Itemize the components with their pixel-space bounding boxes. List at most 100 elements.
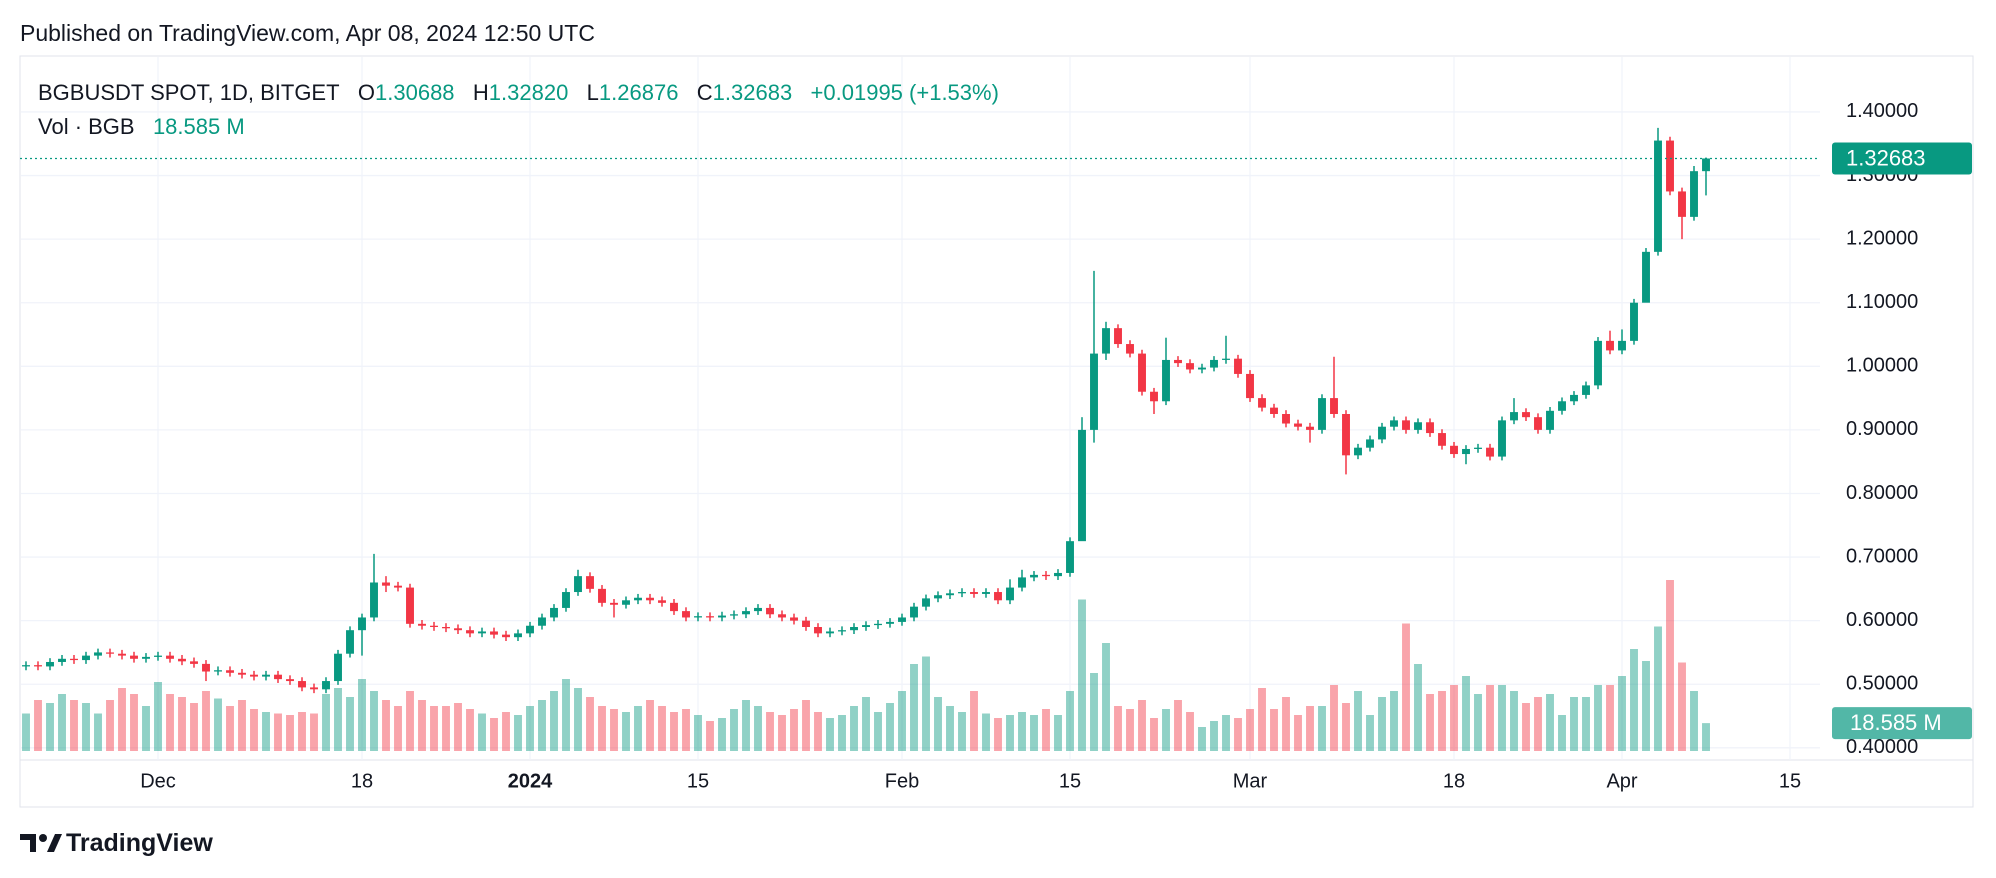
volume-bar [430, 706, 438, 751]
candle-body [1486, 447, 1494, 457]
candle-body [262, 674, 270, 677]
candle-body [1258, 398, 1266, 408]
candle-body [322, 681, 330, 690]
candle-body [970, 592, 978, 594]
tradingview-logo [20, 834, 62, 852]
candle-body [1366, 439, 1374, 448]
volume-bar [910, 664, 918, 751]
volume-bar [742, 700, 750, 751]
candle-body [790, 617, 798, 621]
volume-bar [1318, 706, 1326, 751]
volume-bar [1234, 718, 1242, 751]
volume-bar [322, 694, 330, 751]
x-tick-label: 18 [1443, 770, 1465, 792]
candle-body [778, 614, 786, 618]
candle-body [1114, 328, 1122, 345]
volume-bar [1306, 706, 1314, 751]
footer-brand: TradingView [66, 829, 213, 857]
candle-body [1330, 398, 1338, 414]
candle-body [862, 625, 870, 628]
volume-bar [1654, 626, 1662, 751]
candle-body [502, 634, 510, 638]
candle-body [1462, 448, 1470, 455]
volume-bar [34, 700, 42, 751]
candle-body [466, 630, 474, 634]
candle-body [214, 670, 222, 672]
volume-bar [730, 709, 738, 751]
candle-body [1522, 412, 1530, 418]
volume-bar [826, 718, 834, 751]
candle-body [1678, 191, 1686, 217]
candle-body [1054, 572, 1062, 577]
volume-bar [622, 712, 630, 751]
candle-body [34, 665, 42, 667]
candle-body [1138, 353, 1146, 392]
volume-bar [1138, 700, 1146, 751]
time-axis: Dec 18 2024 15 Feb 15 Mar 18 Apr 15 [140, 770, 1801, 792]
candle-body [334, 653, 342, 682]
volume-bars [22, 580, 1710, 751]
volume-bar [790, 709, 798, 751]
candle-body [1570, 394, 1578, 402]
volume-bar [358, 679, 366, 751]
candle-body [370, 582, 378, 618]
candle-body [478, 631, 486, 634]
volume-bar [646, 700, 654, 751]
candle-body [706, 616, 714, 618]
volume-bar [418, 700, 426, 751]
volume-bar [1174, 700, 1182, 751]
candle-body [538, 617, 546, 626]
volume-bar [982, 713, 990, 751]
candle-body [1222, 358, 1230, 360]
volume-bar [1462, 676, 1470, 751]
volume-bar [670, 712, 678, 751]
volume-bar [1426, 694, 1434, 751]
candle-body [226, 670, 234, 673]
ohlc-value: 1.32683 [712, 80, 793, 105]
candle-body [910, 606, 918, 618]
candle-body [382, 582, 390, 586]
volume-bar [574, 688, 582, 751]
volume-bar [658, 706, 666, 751]
candle-body [1150, 391, 1158, 402]
y-tick-label: 0.90000 [1846, 418, 1918, 440]
candle-body [310, 687, 318, 690]
candle-body [58, 658, 66, 662]
candle-body [718, 615, 726, 618]
volume-bar [850, 706, 858, 751]
x-tick-label: 15 [687, 770, 709, 792]
volume-bar [118, 688, 126, 751]
candle-body [106, 652, 114, 654]
candle-body [298, 681, 306, 688]
candle-body [1426, 422, 1434, 434]
candle-body [1618, 340, 1626, 351]
volume-bar [1258, 688, 1266, 751]
x-tick-label: Apr [1606, 770, 1637, 792]
y-tick-label: 1.40000 [1846, 100, 1918, 122]
candle-body [190, 661, 198, 664]
volume-bar [598, 706, 606, 751]
ohlc-value: 1.32820 [488, 80, 569, 105]
x-tick-label: Feb [885, 770, 919, 792]
volume-bar [1666, 580, 1674, 751]
candle-body [1066, 541, 1074, 573]
y-tick-label: 0.50000 [1846, 673, 1918, 695]
candle-body [574, 576, 582, 593]
volume-bar [1246, 709, 1254, 751]
volume-bar [694, 715, 702, 751]
candle-body [1606, 340, 1614, 351]
volume-bar [898, 691, 906, 751]
volume-bar [514, 715, 522, 751]
volume-bar [1366, 715, 1374, 751]
candle-body [454, 628, 462, 631]
volume-bar [1630, 649, 1638, 751]
candle-body [562, 592, 570, 608]
volume-bar [346, 697, 354, 751]
candle-body [430, 625, 438, 628]
candles [22, 127, 1710, 694]
candle-body [274, 674, 282, 680]
y-tick-label: 1.10000 [1846, 291, 1918, 313]
candle-body [358, 617, 366, 631]
candle-body [670, 602, 678, 612]
volume-bar [550, 691, 558, 751]
